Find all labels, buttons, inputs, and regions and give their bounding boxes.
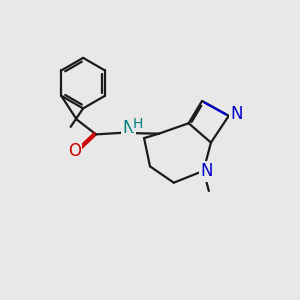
Text: H: H bbox=[133, 117, 143, 131]
Text: N: N bbox=[230, 105, 242, 123]
Text: N: N bbox=[122, 118, 135, 136]
Text: O: O bbox=[68, 142, 81, 160]
Text: N: N bbox=[201, 162, 213, 180]
